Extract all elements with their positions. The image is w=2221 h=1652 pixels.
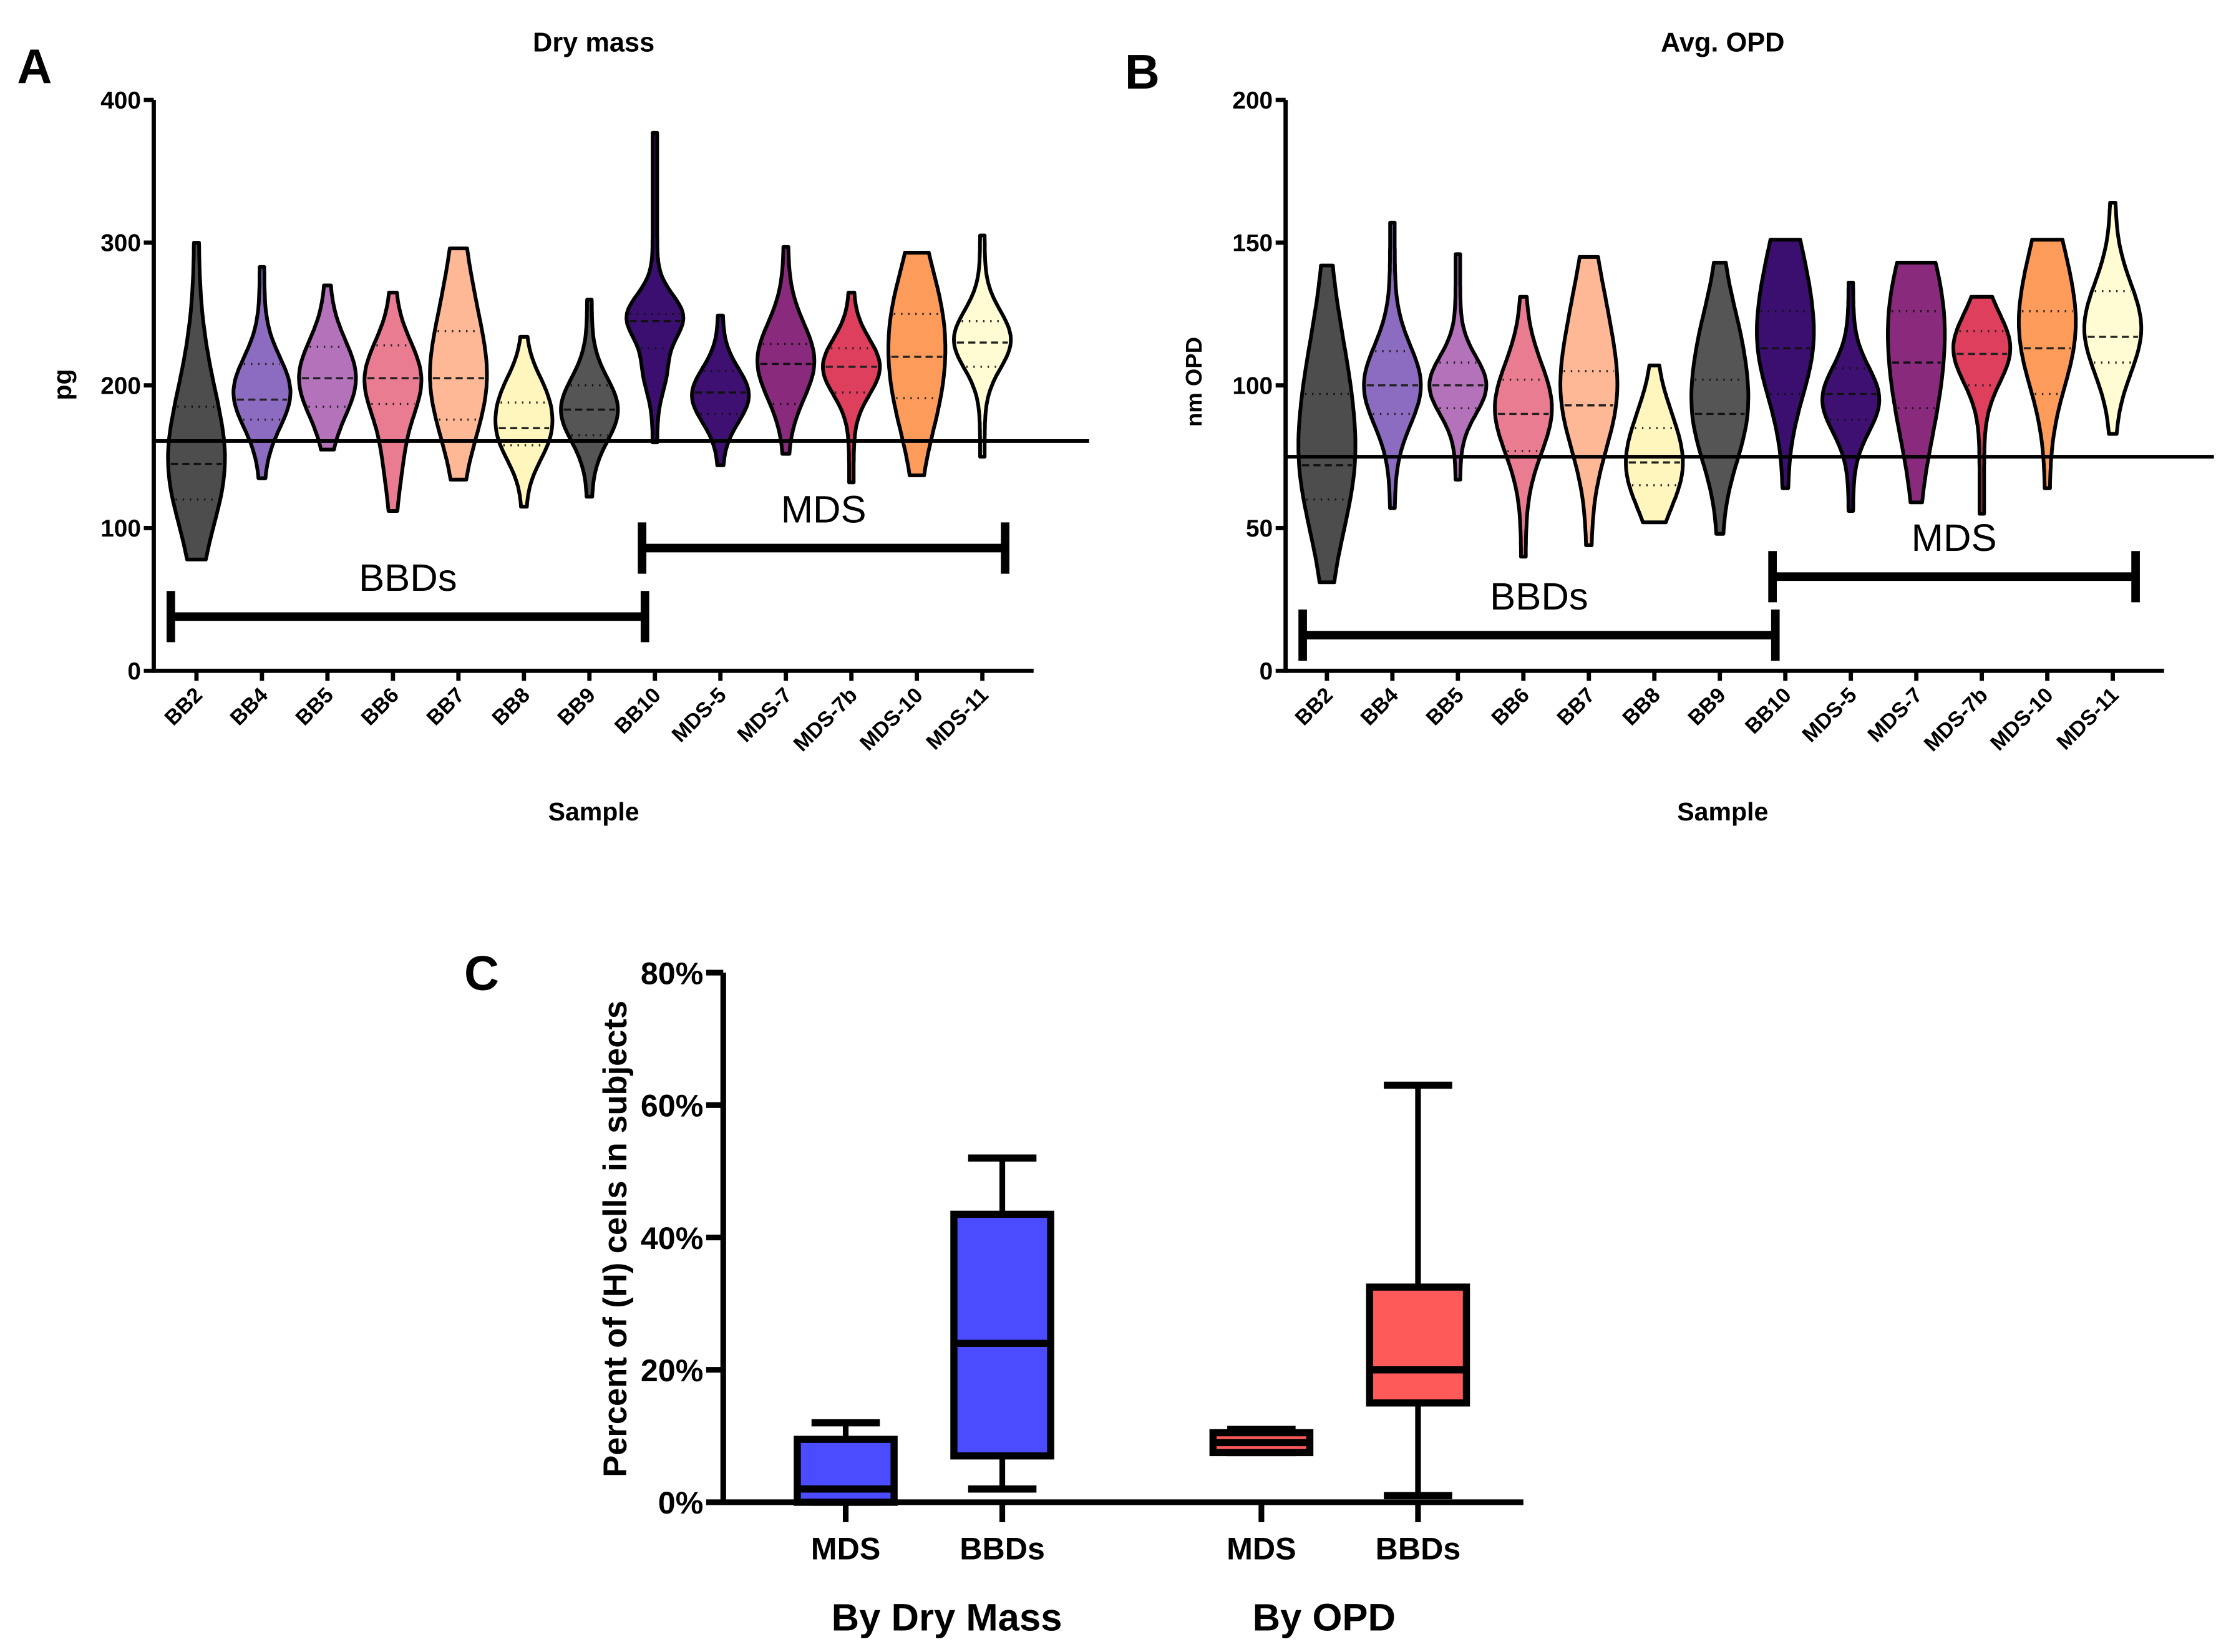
y-tick-label: 150	[1232, 230, 1273, 257]
y-tick-label: 100	[100, 515, 141, 542]
violin-MDS-11	[2082, 200, 2144, 436]
violin-BB9	[1689, 261, 1751, 536]
violin-MDS-7	[756, 245, 817, 456]
y-tick-label: 400	[100, 87, 141, 114]
violin-MDS-5	[690, 313, 751, 467]
x-tick-label: BB2	[160, 683, 207, 730]
x-tick-label: BB7	[422, 683, 469, 730]
chart-c: 0% 20% 40% 60% 80% MDS BBDs MDS BBDs	[641, 956, 1524, 1566]
chart-b-ylabel: nm OPD	[1181, 337, 1207, 427]
y-tick-label: 60%	[641, 1089, 703, 1124]
y-tick-label: 20%	[641, 1353, 703, 1388]
y-tick-label: 40%	[641, 1221, 703, 1256]
x-tick-label: MDS-11	[2052, 683, 2123, 754]
violin-BB9	[559, 298, 620, 499]
violin-BB10	[625, 130, 686, 445]
x-tick-label: BB9	[1684, 683, 1731, 730]
violin-MDS-7	[1886, 261, 1947, 505]
y-tick-label: 80%	[641, 956, 703, 991]
y-tick-label: 0%	[658, 1485, 704, 1520]
y-tick-label: 0	[127, 658, 141, 685]
violin-MDS-10	[887, 251, 948, 477]
x-tick-label: MDS-10	[1986, 683, 2058, 756]
violin-BB7	[428, 246, 489, 482]
x-tick-label: BB5	[291, 683, 338, 730]
violin-BB6	[1493, 294, 1554, 559]
y-tick-label: 50	[1246, 515, 1273, 542]
box-By Dry Mass-BBDs	[950, 1210, 1054, 1460]
x-tick-label: BB10	[1741, 683, 1796, 739]
box-By Dry Mass-MDS	[794, 1436, 898, 1506]
x-tick-label: MDS-7b	[789, 683, 862, 756]
chart-c-group-label-drymass: By Dry Mass	[832, 1596, 1062, 1639]
x-tick-label: MDS-5	[668, 683, 731, 747]
chart-c-ylabel: Percent of (H) cells in subjects	[597, 1001, 634, 1477]
x-tick-label: MDS	[1227, 1531, 1296, 1566]
panel-letter-c: C	[464, 946, 499, 1000]
chart-b-xlabel: Sample	[1677, 797, 1768, 826]
panel-letter-a: A	[17, 40, 52, 94]
x-tick-label: MDS-7	[733, 683, 797, 747]
x-tick-label: MDS-5	[1798, 683, 1862, 747]
x-tick-label: BB8	[1618, 683, 1665, 730]
violin-BB7	[1558, 255, 1620, 547]
x-tick-label: BB6	[1487, 683, 1534, 730]
x-tick-label: BBDs	[960, 1531, 1045, 1566]
panel-letter-b: B	[1125, 46, 1160, 99]
violin-MDS-7b	[821, 290, 882, 485]
x-tick-label: BB4	[1356, 683, 1403, 730]
violin-BB10	[1755, 238, 1816, 490]
violin-BB2	[166, 241, 227, 561]
x-tick-label: BB5	[1422, 683, 1469, 730]
y-tick-label: 100	[1232, 372, 1273, 399]
violin-MDS-7b	[1951, 294, 2013, 516]
x-tick-label: BBDs	[1376, 1531, 1461, 1566]
x-tick-label: MDS-11	[921, 683, 993, 754]
box-By OPD-BBDs	[1366, 1283, 1470, 1407]
group-label-BBDs: BBDs	[359, 556, 457, 600]
y-tick-label: 300	[100, 230, 141, 257]
violin-BB8	[1624, 363, 1685, 525]
violin-BB4	[1362, 220, 1423, 510]
y-tick-label: 0	[1260, 658, 1273, 685]
x-tick-label: BB4	[226, 683, 273, 730]
violin-BB8	[493, 334, 555, 509]
group-label-MDS: MDS	[781, 488, 867, 531]
violin-BB5	[1427, 252, 1489, 482]
group-label-MDS: MDS	[1912, 517, 1997, 560]
violin-BB4	[231, 265, 293, 480]
chart-a-xlabel: Sample	[548, 797, 639, 826]
x-tick-label: BB9	[553, 683, 600, 730]
x-tick-label: BB6	[357, 683, 404, 730]
y-tick-label: 200	[100, 372, 141, 399]
x-tick-label: MDS-7b	[1920, 683, 1993, 756]
violin-MDS-11	[952, 233, 1013, 459]
y-tick-label: 200	[1232, 87, 1273, 114]
violin-BB6	[362, 290, 424, 513]
group-label-BBDs: BBDs	[1490, 575, 1588, 618]
chart-b-title: Avg. OPD	[1661, 28, 1784, 58]
violin-BB5	[297, 283, 358, 452]
x-tick-label: MDS-10	[855, 683, 928, 756]
x-tick-label: BB7	[1553, 683, 1600, 730]
x-tick-label: MDS-7	[1864, 683, 1927, 747]
violin-MDS-5	[1820, 280, 1882, 513]
x-tick-label: BB8	[488, 683, 535, 730]
chart-a-title: Dry mass	[533, 28, 654, 58]
x-tick-label: MDS	[811, 1531, 881, 1566]
chart-a-ylabel: pg	[48, 369, 77, 400]
violin-MDS-10	[2016, 238, 2078, 490]
x-tick-label: BB2	[1291, 683, 1338, 730]
x-tick-label: BB10	[610, 683, 666, 739]
violin-BB2	[1296, 263, 1358, 585]
chart-c-group-label-opd: By OPD	[1253, 1596, 1396, 1639]
